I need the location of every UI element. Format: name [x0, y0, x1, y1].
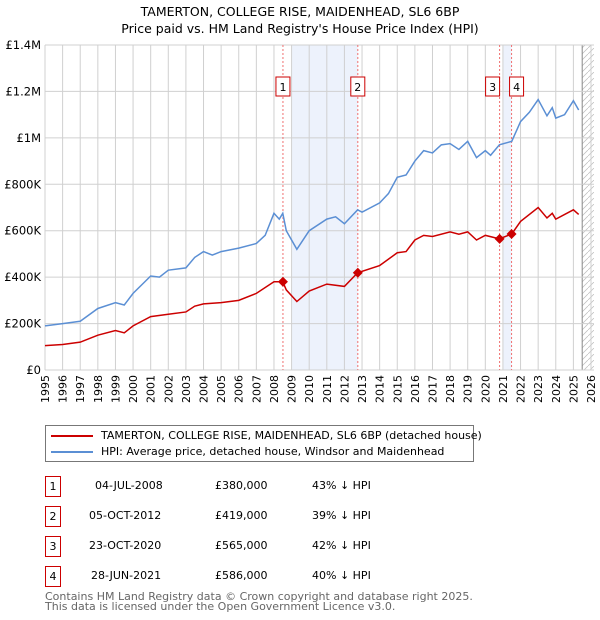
footer-licence: This data is licensed under the Open Gov… [45, 600, 396, 613]
legend-swatch-red [51, 435, 93, 437]
x-tick-label: 2026 [585, 375, 598, 403]
sale-row: 2 05-OCT-2012 £419,000 39% ↓ HPI [45, 506, 465, 528]
sale-hpi-diff: 42% ↓ HPI [312, 539, 371, 552]
sale-price: £380,000 [215, 479, 268, 492]
x-tick-label: 2010 [303, 375, 316, 403]
x-tick-label: 1996 [57, 375, 70, 403]
x-tick-label: 2021 [497, 375, 510, 403]
sale-date: 23-OCT-2020 [89, 539, 162, 552]
x-tick-label: 2005 [215, 375, 228, 403]
x-tick-label: 2020 [479, 375, 492, 403]
sale-number: 1 [45, 476, 61, 497]
x-tick-label: 2008 [268, 375, 281, 403]
shaded-period [291, 45, 358, 370]
sale-label: 3 [489, 81, 496, 94]
sale-point [352, 267, 363, 278]
x-tick-label: 1997 [74, 375, 87, 403]
y-tick-label: £400K [4, 270, 41, 284]
sale-number: 2 [45, 506, 61, 527]
sale-number: 4 [45, 566, 61, 587]
sale-price: £586,000 [215, 569, 268, 582]
sale-hpi-diff: 39% ↓ HPI [312, 509, 371, 522]
x-tick-label: 2019 [462, 375, 475, 403]
chart-title: TAMERTON, COLLEGE RISE, MAIDENHEAD, SL6 … [140, 4, 460, 19]
y-tick-label: £1M [16, 131, 41, 145]
x-tick-label: 2011 [321, 375, 334, 403]
x-tick-label: 2004 [198, 375, 211, 403]
sale-label-box [275, 76, 291, 97]
x-tick-label: 2014 [374, 375, 387, 403]
sale-date: 04-JUL-2008 [95, 479, 163, 492]
x-tick-label: 2018 [444, 375, 457, 403]
sale-row: 1 04-JUL-2008 £380,000 43% ↓ HPI [45, 476, 465, 498]
sale-label: 4 [513, 81, 520, 94]
x-tick-label: 2025 [567, 375, 580, 403]
sale-point [506, 228, 517, 239]
sale-point [277, 276, 288, 287]
x-tick-label: 1998 [92, 375, 105, 403]
x-tick-label: 1995 [39, 375, 52, 403]
x-tick-label: 2012 [338, 375, 351, 403]
x-tick-label: 2006 [233, 375, 246, 403]
forecast-hatch [582, 45, 594, 370]
footer-copyright: Contains HM Land Registry data © Crown c… [45, 590, 473, 603]
x-tick-label: 2013 [356, 375, 369, 403]
sale-price: £565,000 [215, 539, 268, 552]
y-tick-label: £800K [4, 177, 41, 191]
sale-label: 1 [279, 81, 286, 94]
sale-row: 3 23-OCT-2020 £565,000 42% ↓ HPI [45, 536, 465, 558]
sale-point [494, 233, 505, 244]
chart-subtitle: Price paid vs. HM Land Registry's House … [121, 21, 479, 36]
x-tick-label: 2024 [550, 375, 563, 403]
sale-hpi-diff: 40% ↓ HPI [312, 569, 371, 582]
x-tick-label: 2023 [532, 375, 545, 403]
sale-label: 2 [354, 81, 361, 94]
legend-label: TAMERTON, COLLEGE RISE, MAIDENHEAD, SL6 … [101, 429, 482, 442]
x-tick-label: 2003 [180, 375, 193, 403]
sale-label-box [350, 76, 366, 97]
sale-label-box [509, 76, 525, 97]
x-tick-label: 2000 [127, 375, 140, 403]
y-tick-label: £200K [4, 317, 41, 331]
sale-hpi-diff: 43% ↓ HPI [312, 479, 371, 492]
x-tick-label: 2001 [145, 375, 158, 403]
x-tick-label: 2015 [391, 375, 404, 403]
x-tick-label: 1999 [109, 375, 122, 403]
y-tick-label: £0 [26, 363, 41, 377]
x-tick-label: 2007 [250, 375, 263, 403]
sale-number: 3 [45, 536, 61, 557]
sale-date: 28-JUN-2021 [91, 569, 162, 582]
legend: TAMERTON, COLLEGE RISE, MAIDENHEAD, SL6 … [45, 425, 482, 462]
sale-date: 05-OCT-2012 [89, 509, 162, 522]
series-line [44, 98, 580, 327]
y-tick-label: £600K [4, 224, 41, 238]
x-tick-label: 2002 [162, 375, 175, 403]
y-tick-label: £1.4M [5, 38, 41, 52]
x-tick-label: 2009 [286, 375, 299, 403]
sale-row: 4 28-JUN-2021 £586,000 40% ↓ HPI [45, 566, 465, 588]
x-tick-label: 2022 [515, 375, 528, 403]
y-tick-label: £1.2M [5, 84, 41, 98]
legend-label: HPI: Average price, detached house, Wind… [101, 445, 445, 458]
price-chart: 1995 1996 1997 1998 1999 2000 2001 2002 2003 2004… [4, 38, 598, 403]
x-tick-label: 2017 [426, 375, 439, 403]
sale-label-box [485, 76, 501, 97]
legend-swatch-blue [51, 451, 93, 453]
sale-price: £419,000 [215, 509, 268, 522]
shaded-period [502, 45, 512, 370]
x-tick-label: 2016 [409, 375, 422, 403]
